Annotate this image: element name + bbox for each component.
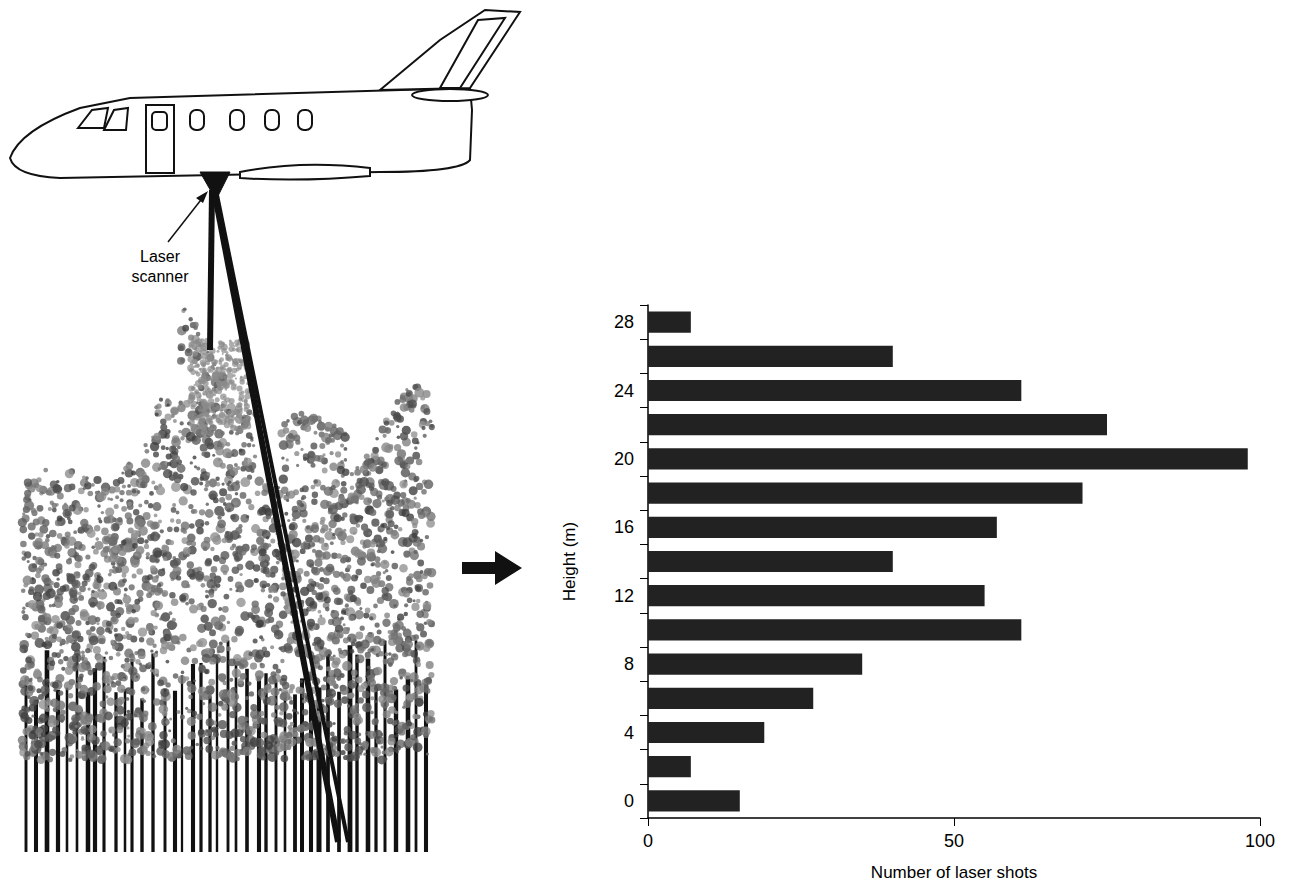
svg-text:20: 20 xyxy=(614,449,634,469)
svg-text:16: 16 xyxy=(614,517,634,537)
svg-text:24: 24 xyxy=(614,381,634,401)
svg-text:Height (m): Height (m) xyxy=(560,522,579,601)
svg-text:8: 8 xyxy=(624,654,634,674)
svg-text:0: 0 xyxy=(643,831,653,851)
svg-text:100: 100 xyxy=(1245,831,1275,851)
svg-text:0: 0 xyxy=(624,791,634,811)
svg-text:12: 12 xyxy=(614,586,634,606)
svg-text:50: 50 xyxy=(944,831,964,851)
svg-text:28: 28 xyxy=(614,312,634,332)
svg-text:Number of laser shots: Number of laser shots xyxy=(871,863,1037,882)
svg-text:Laserscanner: Laserscanner xyxy=(132,248,190,285)
svg-text:4: 4 xyxy=(624,723,634,743)
